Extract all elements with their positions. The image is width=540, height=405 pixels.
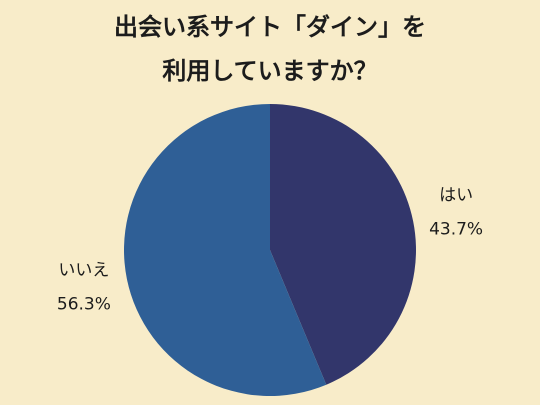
slice-label: いいえ [58,260,109,280]
chart-title: 利用していますか？ [162,57,377,85]
pie-slice [123,104,327,396]
pie-slice [270,104,417,385]
chart-title: 出会い系サイト「ダイン」を [114,13,426,41]
value-label: 56.3% [57,294,111,314]
slice-label: はい [439,186,473,206]
value-label: 43.7% [429,220,483,240]
